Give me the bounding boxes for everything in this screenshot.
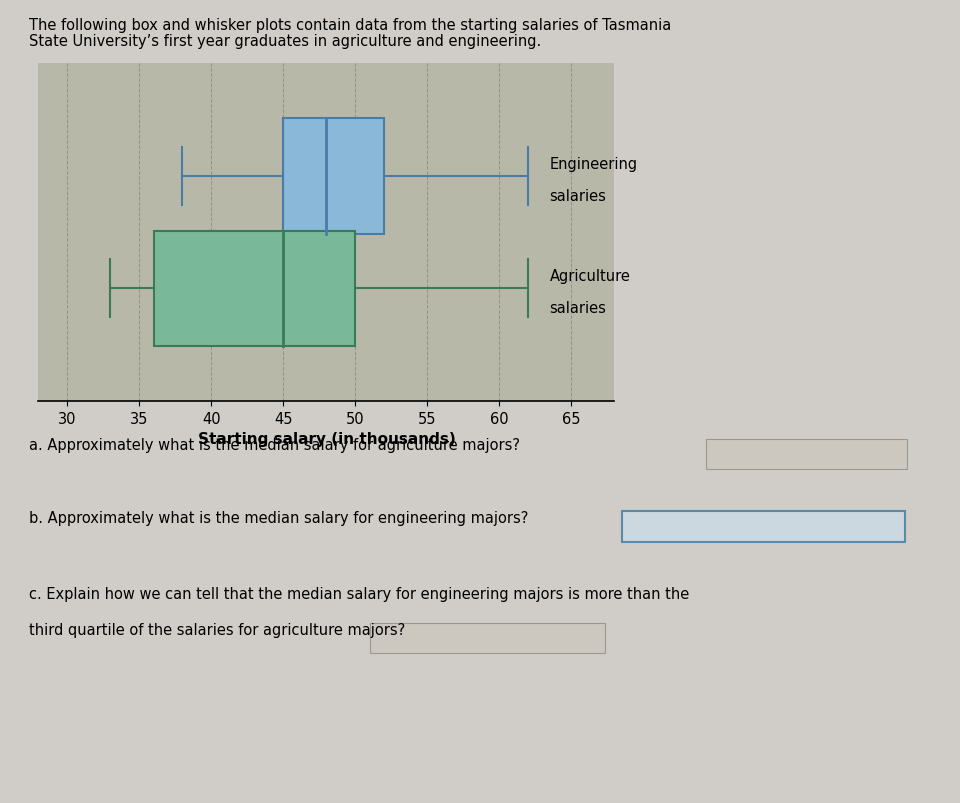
Text: The following box and whisker plots contain data from the starting salaries of T: The following box and whisker plots cont…	[29, 18, 671, 33]
Text: third quartile of the salaries for agriculture majors?: third quartile of the salaries for agric…	[29, 622, 405, 638]
Text: salaries: salaries	[549, 189, 607, 203]
Text: b. Approximately what is the median salary for engineering majors?: b. Approximately what is the median sala…	[29, 510, 528, 525]
Text: State University’s first year graduates in agriculture and engineering.: State University’s first year graduates …	[29, 34, 541, 49]
X-axis label: Starting salary (in thousands): Starting salary (in thousands)	[198, 432, 455, 446]
Text: Agriculture: Agriculture	[549, 269, 631, 283]
Bar	[283, 119, 384, 234]
Text: c. Explain how we can tell that the median salary for engineering majors is more: c. Explain how we can tell that the medi…	[29, 586, 689, 601]
Bar	[154, 231, 355, 347]
Text: Engineering: Engineering	[549, 157, 637, 171]
Text: a. Approximately what is the median salary for agriculture majors?: a. Approximately what is the median sala…	[29, 438, 519, 453]
Text: salaries: salaries	[549, 301, 607, 316]
